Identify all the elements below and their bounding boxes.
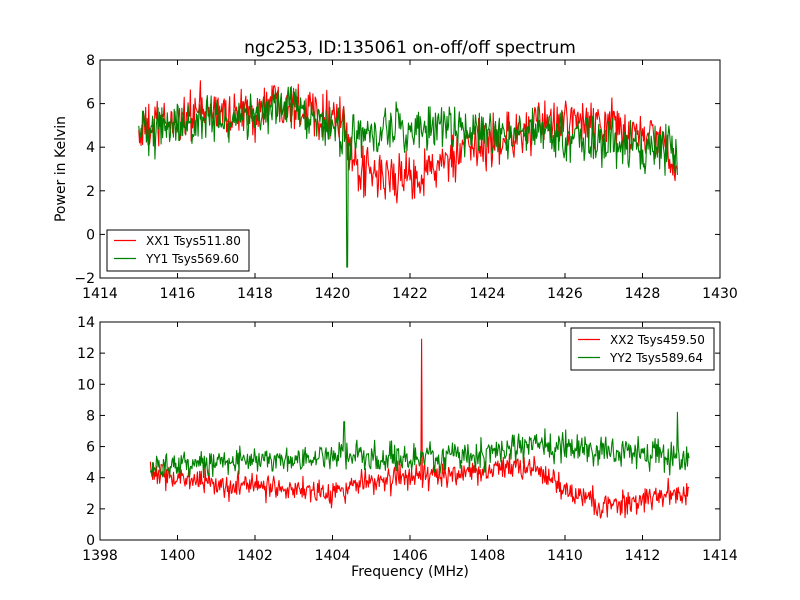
series-line-xx2 [149, 338, 690, 519]
series-line-yy2 [149, 411, 690, 479]
top-y-tick-label: 6 [86, 97, 95, 113]
top-y-tick-label: −2 [74, 271, 95, 287]
bottom-x-tick-label: 1406 [392, 548, 428, 564]
bottom-legend-box [570, 327, 715, 371]
bottom-y-tick-label: 10 [77, 377, 95, 393]
bottom-legend: XX2 Tsys459.50 YY2 Tsys589.64 [570, 327, 715, 371]
legend-label-yy1: YY1 Tsys569.60 [145, 252, 239, 266]
top-x-tick-label: 1418 [237, 286, 273, 302]
top-y-tick-label: 4 [86, 140, 95, 156]
bottom-x-tick-label: 1412 [625, 548, 661, 564]
bottom-x-axis-label: Frequency (MHz) [351, 564, 469, 580]
top-x-tick-label: 1420 [315, 286, 351, 302]
top-x-tick-label: 1414 [82, 286, 118, 302]
top-y-axis-label: Power in Kelvin [53, 116, 69, 222]
bottom-y-tick-label: 2 [86, 502, 95, 518]
bottom-y-tick-label: 4 [86, 471, 95, 487]
legend-label-xx2: XX2 Tsys459.50 [610, 333, 705, 347]
top-x-tick-label: 1426 [547, 286, 583, 302]
bottom-y-tick-label: 14 [77, 315, 95, 331]
top-x-tick-label: 1422 [392, 286, 428, 302]
legend-label-xx1: XX1 Tsys511.80 [146, 234, 241, 248]
bottom-axis-ticks: 1398 1400 1402 1404 1406 1408 1410 1412 14140246… [77, 315, 738, 564]
top-y-tick-label: 0 [86, 227, 95, 243]
bottom-plot-area [149, 338, 690, 519]
top-x-tick-label: 1424 [470, 286, 506, 302]
bottom-x-tick-label: 1408 [470, 548, 506, 564]
legend-label-yy2: YY2 Tsys589.64 [609, 351, 703, 365]
bottom-y-tick-label: 0 [86, 533, 95, 549]
top-panel: ngc253, ID:135061 on-off/off spectrum Po… [53, 38, 738, 302]
series-line-yy1 [138, 86, 678, 268]
top-x-tick-label: 1430 [702, 286, 738, 302]
top-x-tick-label: 1416 [160, 286, 196, 302]
bottom-panel: 1398 1400 1402 1404 1406 1408 1410 1412 14140246… [77, 315, 738, 580]
top-y-tick-label: 2 [86, 184, 95, 200]
bottom-y-tick-label: 6 [86, 440, 95, 456]
top-chart-title: ngc253, ID:135061 on-off/off spectrum [244, 38, 576, 58]
bottom-x-tick-label: 1400 [160, 548, 196, 564]
bottom-axes-frame [99, 321, 721, 541]
bottom-x-tick-label: 1410 [547, 548, 583, 564]
top-legend-box [106, 229, 250, 272]
bottom-y-tick-label: 12 [77, 346, 95, 362]
bottom-x-tick-label: 1414 [702, 548, 738, 564]
top-axis-ticks: 1414 1416 1418 1420 1422 1424 1426 1428 1430 −2 0 2… [74, 53, 737, 302]
bottom-y-tick-label: 8 [86, 408, 95, 424]
top-x-tick-label: 1428 [625, 286, 661, 302]
top-axes-frame [99, 59, 721, 279]
top-legend: XX1 Tsys511.80 YY1 Tsys569.60 [106, 229, 250, 272]
top-plot-area [138, 80, 678, 268]
bottom-x-tick-label: 1402 [237, 548, 273, 564]
bottom-x-tick-label: 1398 [82, 548, 118, 564]
bottom-x-tick-label: 1404 [315, 548, 351, 564]
top-y-tick-label: 8 [86, 53, 95, 69]
